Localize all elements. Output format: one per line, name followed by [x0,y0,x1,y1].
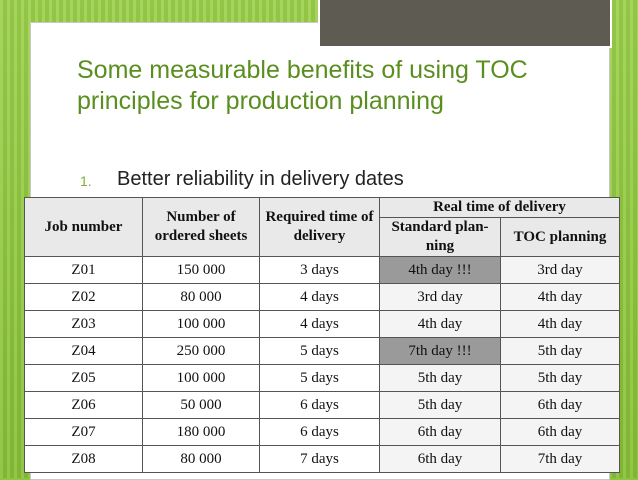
table-cell-required: 5 days [259,364,380,392]
header-ordered-sheets: Number of ordered sheets [142,197,260,257]
table-cell-job: Z04 [24,337,143,365]
delivery-table: Job number Number of ordered sheets Requ… [24,197,620,473]
table-cell-job: Z05 [24,364,143,392]
table-row: Z02 80 000 4 days 3rd day 4th day [24,283,620,311]
table-cell-required: 7 days [259,445,380,473]
table-cell-toc: 7th day [500,445,620,473]
bullet-number: 1. [80,173,92,189]
table-cell-job: Z01 [24,256,143,284]
table-cell-required: 3 days [259,256,380,284]
table-cell-standard: 7th day !!! [379,337,501,365]
table-cell-standard: 4th day [379,310,501,338]
table-cell-toc: 5th day [500,364,620,392]
table-row: Z08 80 000 7 days 6th day 7th day [24,445,620,473]
table-cell-standard: 5th day [379,391,501,419]
table-row: Z03 100 000 4 days 4th day 4th day [24,310,620,338]
table-cell-standard: 4th day !!! [379,256,501,284]
table-cell-sheets: 250 000 [142,337,260,365]
table-cell-standard: 6th day [379,418,501,446]
table-cell-job: Z03 [24,310,143,338]
table-cell-toc: 6th day [500,418,620,446]
table-cell-standard: 5th day [379,364,501,392]
bullet-item: 1. Better reliability in delivery dates [80,168,530,194]
table-cell-sheets: 80 000 [142,445,260,473]
table-cell-required: 5 days [259,337,380,365]
table-row: Z05 100 000 5 days 5th day 5th day [24,364,620,392]
table-cell-toc: 4th day [500,310,620,338]
table-cell-standard: 6th day [379,445,501,473]
slide-title: Some measurable benefits of using TOC pr… [77,56,528,115]
header-job-number: Job number [24,197,143,257]
table-row: Z06 50 000 6 days 5th day 6th day [24,391,620,419]
decorative-tab [318,0,612,48]
table-row: Z04 250 000 5 days 7th day !!! 5th day [24,337,620,365]
table-cell-required: 6 days [259,418,380,446]
header-required-time: Required time of delivery [259,197,380,257]
table-cell-sheets: 180 000 [142,418,260,446]
table-cell-required: 4 days [259,283,380,311]
table-cell-job: Z07 [24,418,143,446]
bullet-text: Better reliability in delivery dates [117,168,404,190]
header-standard-planning: Standard plan- ning [379,217,501,257]
header-toc-planning: TOC planning [500,217,620,257]
table-cell-job: Z02 [24,283,143,311]
table-row: Z07 180 000 6 days 6th day 6th day [24,418,620,446]
table-cell-sheets: 100 000 [142,310,260,338]
header-real-time: Real time of delivery [379,197,620,218]
table-cell-required: 4 days [259,310,380,338]
table-cell-toc: 6th day [500,391,620,419]
table-cell-required: 6 days [259,391,380,419]
table-cell-job: Z08 [24,445,143,473]
table-cell-job: Z06 [24,391,143,419]
table-cell-toc: 5th day [500,337,620,365]
table-cell-standard: 3rd day [379,283,501,311]
table-cell-toc: 3rd day [500,256,620,284]
table-cell-sheets: 50 000 [142,391,260,419]
table-cell-sheets: 150 000 [142,256,260,284]
table-row: Z01 150 000 3 days 4th day !!! 3rd day [24,256,620,284]
table-cell-sheets: 80 000 [142,283,260,311]
table-cell-sheets: 100 000 [142,364,260,392]
table-cell-toc: 4th day [500,283,620,311]
